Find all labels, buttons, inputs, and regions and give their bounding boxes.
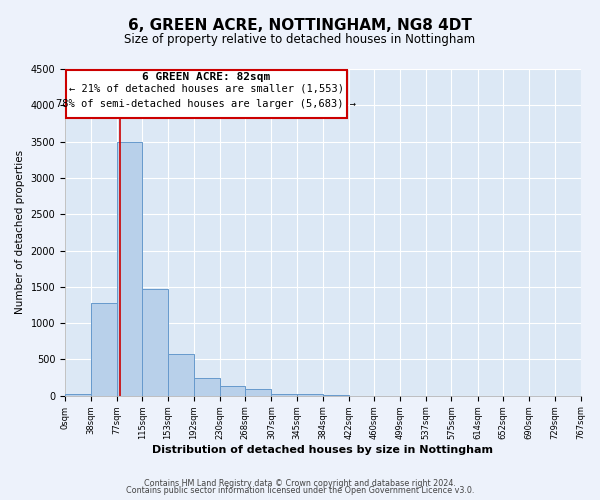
Text: 6, GREEN ACRE, NOTTINGHAM, NG8 4DT: 6, GREEN ACRE, NOTTINGHAM, NG8 4DT [128,18,472,32]
Bar [91,303,117,396]
Bar [271,394,297,396]
Bar [297,394,323,396]
Text: Contains HM Land Registry data © Crown copyright and database right 2024.: Contains HM Land Registry data © Crown c… [144,478,456,488]
Bar [117,142,142,396]
Bar [65,394,91,396]
Bar [245,389,271,396]
X-axis label: Distribution of detached houses by size in Nottingham: Distribution of detached houses by size … [152,445,493,455]
Bar [168,354,194,396]
Text: ← 21% of detached houses are smaller (1,553): ← 21% of detached houses are smaller (1,… [69,84,344,94]
Text: Size of property relative to detached houses in Nottingham: Size of property relative to detached ho… [124,32,476,46]
Bar [194,378,220,396]
FancyBboxPatch shape [65,70,347,118]
Text: 78% of semi-detached houses are larger (5,683) →: 78% of semi-detached houses are larger (… [56,99,356,109]
Bar [220,386,245,396]
Text: Contains public sector information licensed under the Open Government Licence v3: Contains public sector information licen… [126,486,474,495]
Y-axis label: Number of detached properties: Number of detached properties [15,150,25,314]
Text: 6 GREEN ACRE: 82sqm: 6 GREEN ACRE: 82sqm [142,72,271,82]
Bar [142,289,168,396]
